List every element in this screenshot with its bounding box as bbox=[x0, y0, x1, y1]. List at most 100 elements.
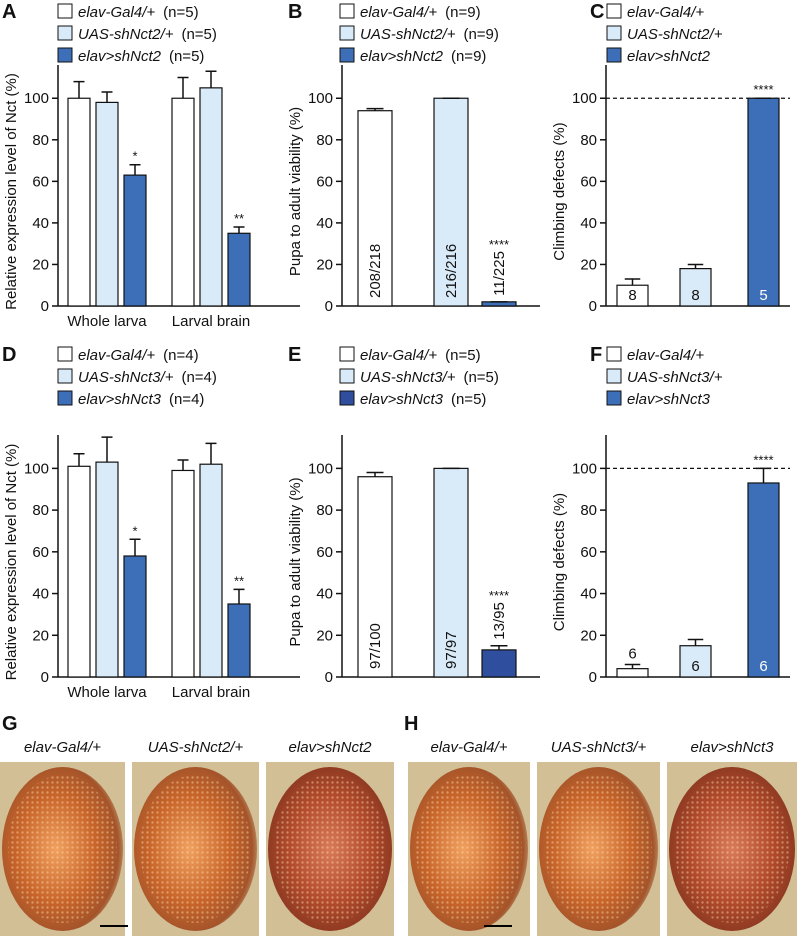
significance: ** bbox=[234, 211, 244, 226]
error-bar bbox=[129, 163, 141, 176]
bar-label: 6 bbox=[691, 658, 699, 675]
error-bar bbox=[366, 471, 384, 477]
legend-swatch bbox=[57, 25, 73, 41]
y-tick-label: 40 bbox=[32, 586, 49, 603]
error-bar bbox=[366, 107, 384, 111]
bar bbox=[616, 668, 649, 678]
eye-facets bbox=[140, 775, 251, 923]
error-bar bbox=[205, 70, 217, 88]
legend-swatch bbox=[57, 390, 73, 406]
significance: **** bbox=[753, 82, 773, 97]
bar-label: 6 bbox=[759, 658, 767, 675]
bar-label: 97/97 bbox=[443, 631, 460, 669]
y-tick-label: 100 bbox=[572, 460, 597, 477]
bar bbox=[679, 645, 712, 678]
legend-entry: elav>shNct2 bbox=[360, 48, 444, 65]
y-tick-label: 0 bbox=[325, 669, 333, 686]
error-bar bbox=[101, 91, 113, 103]
y-tick-label: 60 bbox=[580, 173, 597, 190]
legend-swatch bbox=[57, 368, 73, 384]
y-tick-label: 0 bbox=[589, 669, 597, 686]
bar bbox=[95, 101, 119, 307]
legend-entry: UAS-shNct3/+ bbox=[78, 369, 174, 386]
bar-label: 11/225 bbox=[491, 251, 508, 296]
bar bbox=[481, 649, 517, 678]
legend-swatch bbox=[606, 346, 622, 362]
error-bar bbox=[233, 588, 245, 604]
bar bbox=[227, 232, 251, 307]
y-axis-label: Climbing defects (%) bbox=[551, 122, 568, 260]
eye-facets bbox=[675, 775, 789, 923]
legend-entry: UAS-shNct2/+ bbox=[78, 26, 174, 43]
legend-entry: elav-Gal4/+ bbox=[78, 347, 155, 364]
legend-swatch bbox=[339, 346, 355, 362]
legend-entry: elav-Gal4/+ bbox=[627, 4, 704, 21]
eye-facets bbox=[416, 775, 522, 923]
bar bbox=[199, 463, 223, 678]
eye-facets bbox=[8, 775, 117, 923]
y-tick-label: 60 bbox=[316, 544, 333, 561]
error-bar bbox=[73, 453, 85, 467]
y-tick-label: 0 bbox=[41, 669, 49, 686]
significance: ** bbox=[234, 573, 244, 588]
legend-swatch bbox=[606, 368, 622, 384]
y-tick-label: 20 bbox=[316, 627, 333, 644]
legend-entry: elav>shNct2 bbox=[78, 48, 162, 65]
y-axis-label: Relative expression level of Nct (%) bbox=[3, 73, 20, 310]
y-tick-label: 40 bbox=[580, 215, 597, 232]
panel-label: H bbox=[404, 713, 418, 735]
legend-n: (n=5) bbox=[181, 26, 216, 43]
y-tick-label: 100 bbox=[572, 90, 597, 107]
y-tick-label: 0 bbox=[41, 298, 49, 315]
error-bar bbox=[177, 459, 189, 471]
significance: * bbox=[132, 149, 137, 164]
bar bbox=[357, 110, 393, 307]
legend-n: (n=9) bbox=[445, 4, 480, 21]
legend-swatch bbox=[339, 390, 355, 406]
legend-n: (n=5) bbox=[463, 369, 498, 386]
error-bar bbox=[205, 442, 217, 465]
bar bbox=[679, 268, 712, 307]
error-bar bbox=[755, 467, 772, 483]
photo-caption: UAS-shNct3/+ bbox=[551, 739, 647, 756]
y-tick-label: 100 bbox=[308, 460, 333, 477]
legend-n: (n=9) bbox=[463, 26, 498, 43]
y-tick-label: 100 bbox=[24, 460, 49, 477]
bar bbox=[747, 482, 780, 678]
legend-swatch bbox=[339, 25, 355, 41]
y-tick-label: 100 bbox=[24, 90, 49, 107]
panel-label: G bbox=[2, 713, 18, 735]
eye-facets bbox=[274, 775, 386, 923]
legend-entry: UAS-shNct3/+ bbox=[627, 369, 723, 386]
bar-label: 97/100 bbox=[367, 623, 384, 669]
significance: **** bbox=[489, 237, 509, 252]
bar bbox=[67, 465, 91, 678]
bar bbox=[95, 461, 119, 678]
y-tick-label: 80 bbox=[316, 132, 333, 149]
y-tick-label: 80 bbox=[32, 132, 49, 149]
x-tick-label: Whole larva bbox=[67, 684, 147, 701]
photo-caption: elav-Gal4/+ bbox=[24, 739, 101, 756]
legend-entry: elav-Gal4/+ bbox=[360, 4, 437, 21]
legend-entry: UAS-shNct3/+ bbox=[360, 369, 456, 386]
panel-label: F bbox=[590, 344, 602, 366]
legend-n: (n=4) bbox=[163, 347, 198, 364]
y-tick-label: 20 bbox=[580, 627, 597, 644]
x-tick-label: Whole larva bbox=[67, 313, 147, 330]
y-tick-label: 20 bbox=[316, 256, 333, 273]
bar-label: 8 bbox=[628, 287, 636, 304]
bar-label: 5 bbox=[759, 287, 767, 304]
legend-entry: elav>shNct2 bbox=[627, 48, 711, 65]
error-bar bbox=[687, 638, 704, 646]
y-tick-label: 0 bbox=[589, 298, 597, 315]
bar bbox=[171, 469, 195, 678]
x-tick-label: Larval brain bbox=[172, 684, 250, 701]
y-tick-label: 0 bbox=[325, 298, 333, 315]
bar bbox=[123, 555, 147, 678]
bar bbox=[747, 97, 780, 307]
error-bar bbox=[624, 278, 641, 286]
legend-swatch bbox=[606, 3, 622, 19]
error-bar bbox=[129, 538, 141, 556]
y-tick-label: 40 bbox=[580, 586, 597, 603]
y-tick-label: 80 bbox=[580, 132, 597, 149]
